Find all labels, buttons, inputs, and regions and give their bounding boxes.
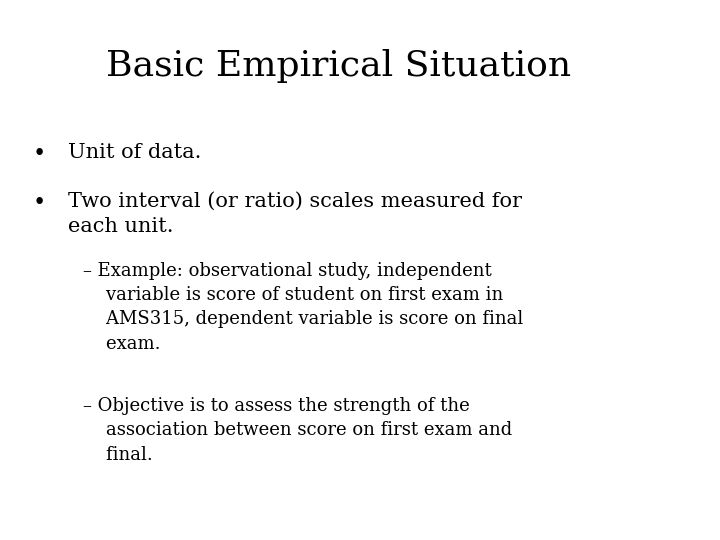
Text: – Example: observational study, independent
    variable is score of student on : – Example: observational study, independ…	[83, 262, 523, 353]
Text: – Objective is to assess the strength of the
    association between score on fi: – Objective is to assess the strength of…	[83, 397, 512, 463]
Text: Unit of data.: Unit of data.	[68, 143, 202, 162]
Text: Basic Empirical Situation: Basic Empirical Situation	[106, 49, 571, 83]
Text: •: •	[32, 143, 45, 165]
Text: Two interval (or ratio) scales measured for
each unit.: Two interval (or ratio) scales measured …	[68, 192, 523, 237]
Text: •: •	[32, 192, 45, 214]
